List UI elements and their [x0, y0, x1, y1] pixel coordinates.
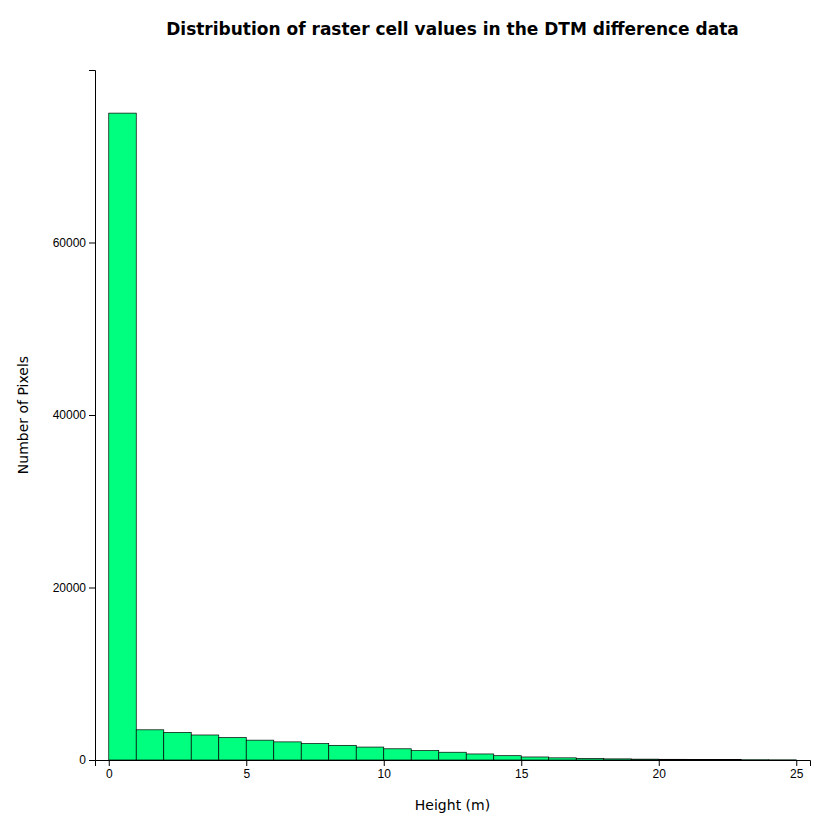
bar: [329, 745, 357, 760]
bar: [109, 113, 137, 760]
axis-line: [96, 761, 811, 767]
bar: [439, 752, 467, 760]
bar: [714, 759, 742, 760]
tick: 5: [243, 760, 250, 781]
bar: [769, 759, 797, 760]
bar: [576, 758, 604, 760]
bar: [604, 759, 632, 760]
tick: 40000: [53, 408, 95, 422]
tick-label: 60000: [53, 236, 87, 250]
bar: [384, 749, 412, 760]
tick-mark: [89, 415, 95, 416]
tick-label: 0: [106, 767, 113, 781]
bar: [136, 730, 164, 760]
tick: 20: [653, 760, 667, 781]
tick-label: 25: [790, 767, 804, 781]
bar: [521, 757, 549, 760]
tick-mark: [659, 760, 660, 766]
tick: 0: [79, 753, 95, 767]
tick-label: 5: [243, 767, 250, 781]
bar: [686, 759, 714, 760]
tick: 20000: [53, 581, 95, 595]
x-axis: 0 5 10 15 20 25: [96, 760, 811, 781]
tick-mark: [109, 760, 110, 766]
tick: 60000: [53, 236, 95, 250]
bar: [659, 759, 687, 760]
bar: [741, 759, 769, 760]
tick-label: 40000: [53, 408, 87, 422]
bar: [411, 751, 439, 760]
tick: 0: [106, 760, 113, 781]
tick-mark: [246, 760, 247, 766]
tick-mark: [521, 760, 522, 766]
tick-label: 15: [515, 767, 529, 781]
tick-mark: [384, 760, 385, 766]
tick-mark: [89, 588, 95, 589]
plot: 0 5 10 15 20 25 0 20000 40000 60000: [53, 71, 811, 781]
title: Distribution of raster cell values in th…: [166, 19, 739, 39]
bars: [109, 113, 797, 760]
tick-label: 20: [653, 767, 667, 781]
y-axis: 0 20000 40000 60000: [53, 71, 96, 768]
tick-mark: [89, 760, 95, 761]
tick-label: 0: [79, 753, 86, 767]
bar: [274, 742, 302, 760]
bar: [549, 758, 577, 760]
y-label: Number of Pixels: [15, 356, 31, 474]
x-label: Height (m): [415, 797, 490, 813]
tick: 15: [515, 760, 529, 781]
bar: [494, 756, 522, 760]
bar: [301, 744, 329, 760]
chart: 0 5 10 15 20 25 0 20000 40000 60000 Distribution o…: [0, 0, 840, 840]
tick: 25: [790, 760, 804, 781]
bar: [219, 738, 247, 760]
tick-label: 20000: [53, 581, 87, 595]
bar: [466, 754, 494, 760]
bar: [631, 759, 659, 760]
bar: [164, 732, 192, 760]
tick: 10: [378, 760, 392, 781]
bar: [356, 747, 384, 760]
tick-mark: [89, 243, 95, 244]
tick-label: 10: [378, 767, 392, 781]
bar: [246, 740, 274, 760]
bar: [191, 735, 219, 760]
tick-mark: [796, 760, 797, 766]
axis-line: [89, 71, 96, 761]
